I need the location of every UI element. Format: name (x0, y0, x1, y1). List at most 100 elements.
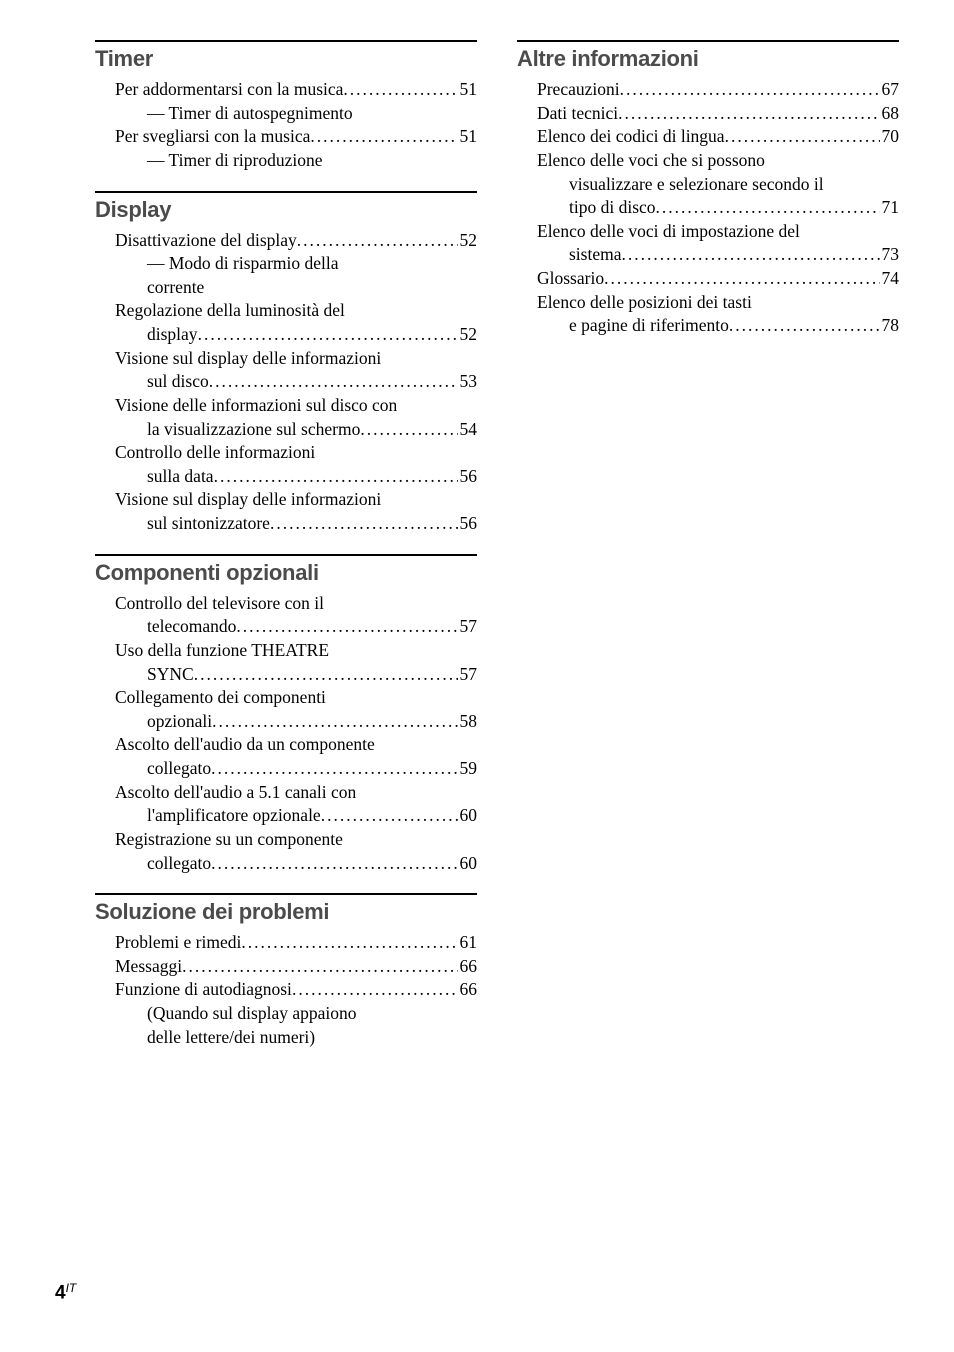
toc-entry: Visione sul display delle informazioni (95, 347, 477, 371)
toc-entry-label: Precauzioni (537, 78, 620, 102)
toc-entry: sulla data56 (95, 465, 477, 489)
toc-entry-page: 60 (458, 804, 478, 828)
toc-entry-page: 57 (458, 663, 478, 687)
toc-entry-label: Per addormentarsi con la musica (115, 78, 343, 102)
toc-entry-page: 53 (458, 370, 478, 394)
toc-leader-dots (343, 78, 457, 102)
page-footer: 4IT (55, 1281, 76, 1304)
toc-entry: Problemi e rimedi61 (95, 931, 477, 955)
toc-entry: Visione delle informazioni sul disco con (95, 394, 477, 418)
toc-entry-label: Uso della funzione THEATRE (115, 639, 329, 663)
toc-leader-dots (321, 804, 458, 828)
toc-entry-page: 78 (880, 314, 900, 338)
toc-entry-label: Messaggi (115, 955, 182, 979)
toc-leader-dots (725, 125, 880, 149)
toc-entry-label: Regolazione della luminosità del (115, 299, 345, 323)
toc-leader-dots (241, 931, 457, 955)
toc-entry-label: display (147, 323, 198, 347)
toc-entry-page: 67 (880, 78, 900, 102)
toc-entry: opzionali 58 (95, 710, 477, 734)
toc-entry-label: tipo di disco (569, 196, 656, 220)
toc-entry: Controllo del televisore con il (95, 592, 477, 616)
toc-entry: Precauzioni 67 (517, 78, 899, 102)
toc-entry-label: e pagine di riferimento (569, 314, 729, 338)
toc-leader-dots (211, 852, 457, 876)
toc-entry-label: opzionali (147, 710, 212, 734)
toc-entry-page: 66 (458, 955, 478, 979)
toc-leader-dots (270, 512, 458, 536)
toc-entry: (Quando sul display appaiono (95, 1002, 477, 1026)
toc-entry-page: 57 (458, 615, 478, 639)
toc-entry: Per addormentarsi con la musica51 (95, 78, 477, 102)
toc-entry-label: Elenco delle posizioni dei tasti (537, 291, 752, 315)
toc-entry-page: 58 (458, 710, 478, 734)
toc-entry-page: 71 (880, 196, 900, 220)
toc-entry-page: 54 (458, 418, 478, 442)
toc-entry-label: — Timer di autospegnimento (147, 102, 353, 126)
toc-entry-label: sistema (569, 243, 622, 267)
toc-entry-label: Glossario (537, 267, 604, 291)
toc-entry-page: 52 (458, 229, 478, 253)
toc-leader-dots (604, 267, 879, 291)
toc-leader-dots (310, 125, 457, 149)
toc-entry-label: Visione sul display delle informazioni (115, 347, 381, 371)
toc-entry: — Timer di autospegnimento (95, 102, 477, 126)
section-title: Componenti opzionali (95, 560, 477, 586)
toc-entry: sul disco 53 (95, 370, 477, 394)
toc-entry: Elenco delle posizioni dei tasti (517, 291, 899, 315)
section-title: Altre informazioni (517, 46, 899, 72)
toc-entries: Precauzioni67Dati tecnici68Elenco dei co… (517, 78, 899, 338)
toc-leader-dots (214, 465, 458, 489)
toc-leader-dots (211, 757, 457, 781)
toc-entry: sul sintonizzatore56 (95, 512, 477, 536)
toc-entry: Dati tecnici68 (517, 102, 899, 126)
toc-entry: sistema 73 (517, 243, 899, 267)
toc-entry-label: — Modo di risparmio della (147, 252, 339, 276)
toc-entry-label: delle lettere/dei numeri) (147, 1026, 315, 1050)
toc-leader-dots (194, 663, 458, 687)
toc-entry: l'amplificatore opzionale 60 (95, 804, 477, 828)
page-container: TimerPer addormentarsi con la musica51— … (0, 0, 954, 1067)
toc-entry-label: la visualizzazione sul schermo (147, 418, 360, 442)
right-column: Altre informazioni Precauzioni 67Dati tecn… (517, 40, 899, 1067)
section-title: Soluzione dei problemi (95, 899, 477, 925)
toc-entry-page: 70 (880, 125, 900, 149)
toc-entry-page: 73 (880, 243, 900, 267)
toc-entry: Per svegliarsi con la musica51 (95, 125, 477, 149)
toc-entry-label: sul disco (147, 370, 209, 394)
toc-entry: Ascolto dell'audio a 5.1 canali con (95, 781, 477, 805)
toc-entry: Disattivazione del display52 (95, 229, 477, 253)
toc-entry-label: telecomando (147, 615, 236, 639)
toc-leader-dots (618, 102, 879, 126)
toc-leader-dots (198, 323, 458, 347)
toc-entry: tipo di disco 71 (517, 196, 899, 220)
toc-entry-label: Problemi e rimedi (115, 931, 241, 955)
toc-leader-dots (182, 955, 457, 979)
toc-entries: Disattivazione del display52— Modo di ri… (95, 229, 477, 536)
section-rule (95, 893, 477, 895)
toc-entry-page: 52 (458, 323, 478, 347)
toc-entry-label: sulla data (147, 465, 214, 489)
toc-entry-label: Controllo delle informazioni (115, 441, 315, 465)
toc-entry-label: Visione sul display delle informazioni (115, 488, 381, 512)
toc-entry: visualizzare e selezionare secondo il (517, 173, 899, 197)
toc-entry: Funzione di autodiagnosi66 (95, 978, 477, 1002)
toc-entries: Problemi e rimedi61Messaggi 66Funzione di… (95, 931, 477, 1049)
toc-entry-label: l'amplificatore opzionale (147, 804, 321, 828)
toc-entries: Per addormentarsi con la musica51— Timer… (95, 78, 477, 173)
toc-leader-dots (622, 243, 880, 267)
toc-leader-dots (292, 978, 458, 1002)
toc-entry: e pagine di riferimento 78 (517, 314, 899, 338)
toc-entry: Ascolto dell'audio da un componente (95, 733, 477, 757)
toc-entry: collegato60 (95, 852, 477, 876)
toc-entry: display 52 (95, 323, 477, 347)
toc-entry: — Timer di riproduzione (95, 149, 477, 173)
toc-entry-label: Controllo del televisore con il (115, 592, 324, 616)
page-number: 4 (55, 1282, 66, 1303)
toc-entry-label: SYNC (147, 663, 194, 687)
toc-entry-label: — Timer di riproduzione (147, 149, 322, 173)
toc-leader-dots (236, 615, 457, 639)
toc-entry: Messaggi 66 (95, 955, 477, 979)
section-rule (517, 40, 899, 42)
toc-entry: corrente (95, 276, 477, 300)
